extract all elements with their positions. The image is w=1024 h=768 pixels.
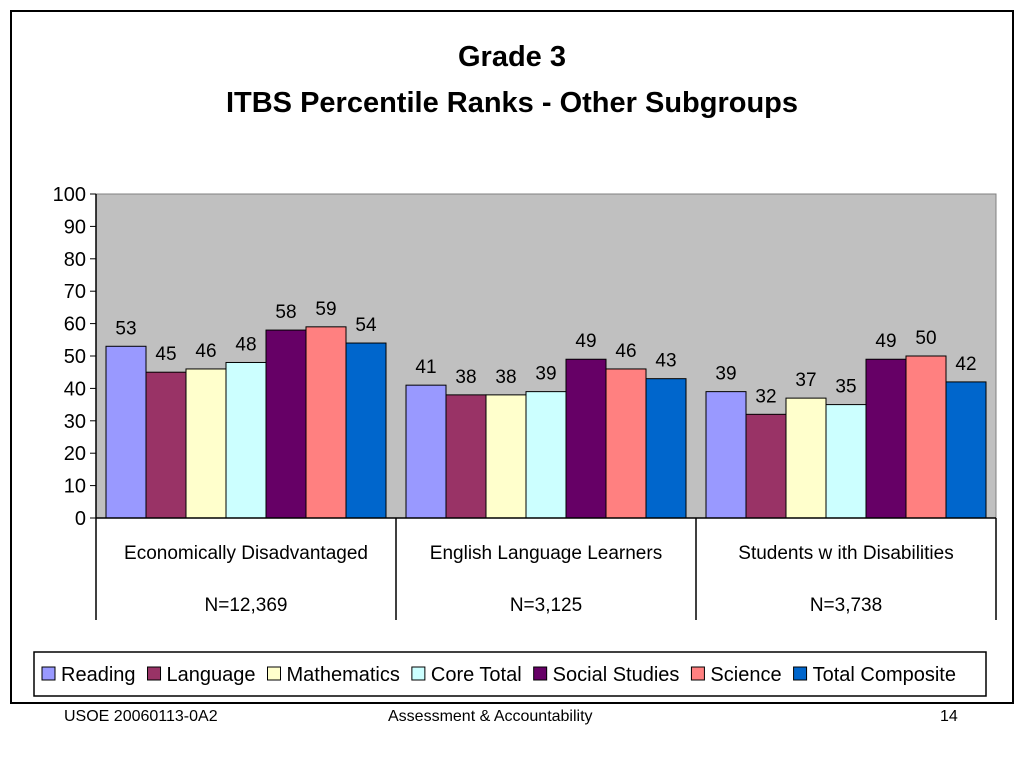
bar [345, 342, 387, 519]
bar [145, 371, 187, 519]
data-label: 45 [155, 344, 176, 365]
bar [305, 326, 347, 519]
y-axis: 0 10 20 30 40 50 60 70 80 90 100 [53, 184, 97, 530]
data-label: 46 [615, 341, 636, 362]
y-tick-label: 30 [64, 411, 86, 433]
data-label: 49 [575, 331, 596, 352]
category-label: Economically Disadvantaged [124, 543, 368, 564]
category-sample-size: N=3,738 [810, 595, 882, 616]
data-label: 42 [955, 354, 976, 375]
data-label: 43 [655, 351, 676, 372]
x-axis-table: Economically Disadvantaged N=12,369 Englis… [95, 517, 997, 620]
category-sample-size: N=3,125 [510, 595, 582, 616]
category-sample-size: N=12,369 [205, 595, 288, 616]
legend-swatch [533, 666, 548, 681]
bar [185, 368, 227, 519]
legend-item: Total Composite [793, 664, 956, 686]
y-tick-label: 100 [53, 184, 86, 206]
footer-department: Assessment & Accountability [388, 708, 593, 725]
legend-swatch [41, 666, 56, 681]
bar [745, 413, 787, 519]
bar [825, 404, 867, 519]
legend-label: Science [710, 664, 781, 686]
data-label: 48 [235, 334, 256, 355]
bar [945, 381, 987, 519]
bar [105, 345, 147, 519]
category-label: Students w ith Disabilities [738, 543, 953, 564]
legend-item: Social Studies [533, 664, 680, 686]
footer-source: USOE 20060113-0A2 [64, 708, 218, 725]
legend-swatch [411, 666, 426, 681]
bar [445, 394, 487, 519]
data-label: 39 [715, 364, 736, 385]
bar [265, 329, 307, 519]
data-label: 32 [755, 386, 776, 407]
footer-page-number: 14 [940, 708, 958, 725]
data-label: 37 [795, 370, 816, 391]
data-label: 50 [915, 328, 936, 349]
bar [705, 391, 747, 519]
legend: Reading Language Mathematics Core Total Soci… [33, 651, 987, 697]
y-tick-label: 70 [64, 281, 86, 303]
data-label: 41 [415, 357, 436, 378]
chart-title: Grade 3 [458, 41, 566, 73]
data-label: 59 [315, 299, 336, 320]
y-tick-label: 50 [64, 346, 86, 368]
bar [905, 355, 947, 519]
legend-item: Reading [41, 664, 136, 686]
bar [405, 384, 447, 519]
y-tick-label: 90 [64, 216, 86, 238]
data-label: 39 [535, 364, 556, 385]
bar [565, 358, 607, 519]
bars [105, 326, 987, 519]
legend-item: Mathematics [267, 664, 400, 686]
legend-swatch [267, 666, 281, 681]
bar [485, 394, 527, 519]
data-label: 53 [115, 318, 136, 339]
legend-item: Science [690, 664, 782, 686]
bar [645, 378, 687, 519]
data-label: 58 [275, 302, 296, 323]
data-labels: 53 45 46 48 58 59 54 41 38 38 39 49 46 43 39 32 37 35 49 50… [115, 299, 976, 407]
category-label: English Language Learners [430, 543, 662, 564]
bar [785, 397, 827, 519]
y-tick-label: 0 [75, 508, 86, 530]
bar [525, 391, 567, 519]
data-label: 49 [875, 331, 896, 352]
legend-item: Core Total [411, 664, 522, 686]
data-label: 38 [495, 367, 516, 388]
legend-label: Total Composite [813, 664, 956, 686]
legend-label: Language [167, 664, 256, 686]
data-label: 38 [455, 367, 476, 388]
legend-swatch [690, 666, 705, 681]
data-label: 54 [355, 315, 377, 336]
legend-item: Language [147, 664, 256, 686]
y-tick-label: 40 [64, 378, 86, 400]
data-label: 46 [195, 341, 216, 362]
chart-subtitle: ITBS Percentile Ranks - Other Subgroups [226, 87, 798, 119]
bar [605, 368, 647, 519]
legend-label: Reading [61, 664, 136, 686]
legend-label: Core Total [431, 664, 522, 686]
y-tick-label: 80 [64, 249, 86, 271]
y-tick-label: 60 [64, 314, 86, 336]
legend-swatch [147, 666, 162, 681]
data-label: 35 [835, 377, 856, 398]
bar [225, 361, 267, 519]
bar [865, 358, 907, 519]
legend-label: Social Studies [553, 664, 680, 686]
legend-swatch [793, 666, 808, 681]
legend-box [33, 651, 987, 697]
y-tick-label: 10 [64, 476, 86, 498]
y-tick-label: 20 [64, 443, 86, 465]
legend-label: Mathematics [287, 664, 400, 686]
